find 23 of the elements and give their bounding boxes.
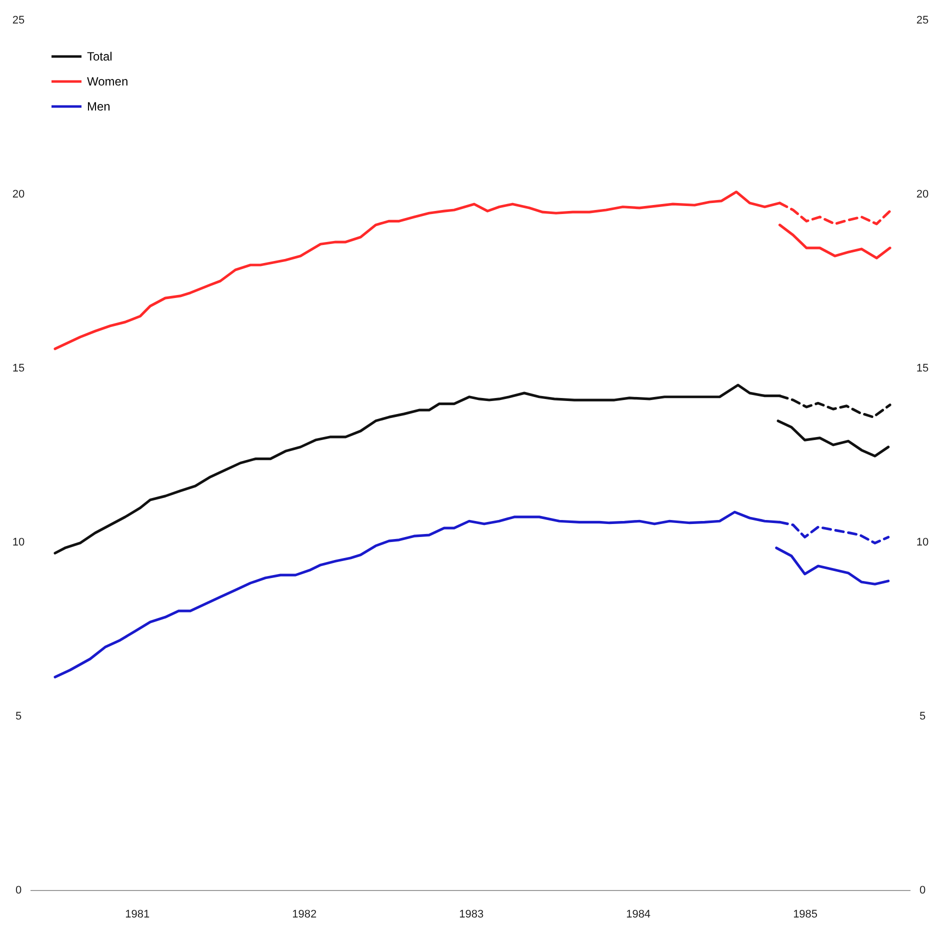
legend-label: Women	[87, 74, 128, 88]
line-series	[778, 224, 892, 260]
legend-label: Men	[87, 100, 110, 114]
line-series	[776, 420, 890, 458]
y2-tick-label: 5	[919, 710, 926, 722]
x-tick-label: 1982	[292, 908, 317, 920]
legend-label: Total	[87, 50, 112, 64]
y-tick-label: 0	[15, 884, 22, 896]
x-tick-label: 1984	[626, 908, 651, 920]
y-tick-label: 25	[12, 14, 25, 26]
y-tick-label: 20	[12, 188, 25, 200]
y2-tick-label: 25	[916, 14, 929, 26]
y-tick-label: 15	[12, 362, 25, 374]
x-tick-label: 1985	[793, 908, 818, 920]
y2-tick-label: 0	[919, 884, 926, 896]
y-tick-label: 5	[15, 710, 22, 722]
x-tick-label: 1981	[125, 908, 150, 920]
y2-tick-label: 10	[916, 536, 929, 548]
line-series	[775, 546, 890, 586]
y2-tick-label: 20	[916, 188, 929, 200]
x-tick-label: 1983	[459, 908, 484, 920]
y2-tick-label: 15	[916, 362, 929, 374]
y-tick-label: 10	[12, 536, 25, 548]
